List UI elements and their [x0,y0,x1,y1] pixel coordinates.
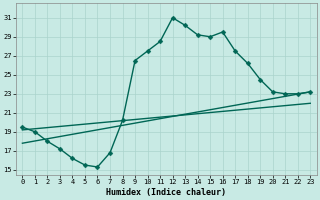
X-axis label: Humidex (Indice chaleur): Humidex (Indice chaleur) [106,188,226,197]
